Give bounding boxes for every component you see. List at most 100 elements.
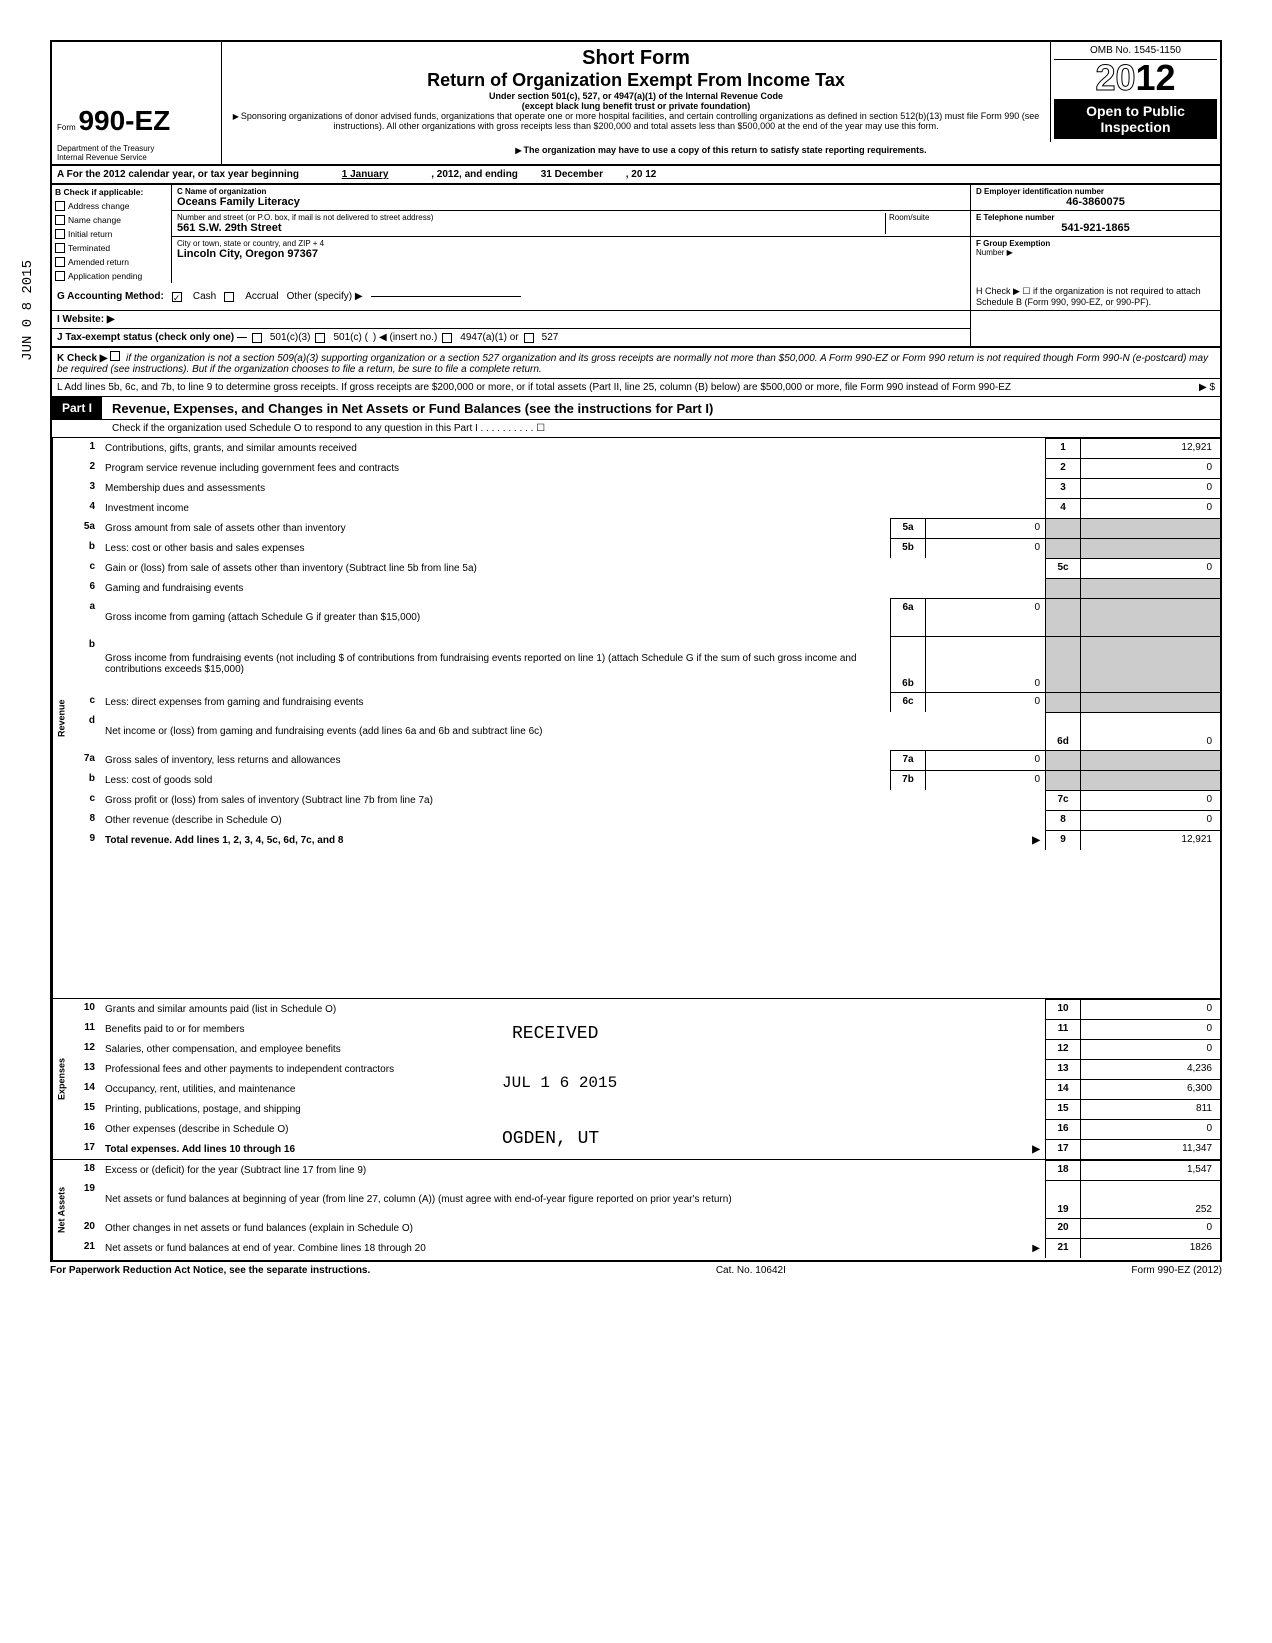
city-label: City or town, state or country, and ZIP … bbox=[177, 239, 965, 248]
year-box: OMB No. 1545-1150 2012 Open to Public In… bbox=[1050, 42, 1220, 142]
j-opt4: 527 bbox=[542, 332, 559, 343]
ln: 14 bbox=[70, 1079, 100, 1099]
cb-amended[interactable]: Amended return bbox=[52, 255, 171, 269]
sv: 0 bbox=[925, 518, 1045, 538]
cb-pending[interactable]: Application pending bbox=[52, 269, 171, 283]
ln: 1 bbox=[70, 438, 100, 458]
vert-revenue: Revenue bbox=[52, 438, 70, 998]
ln: 16 bbox=[70, 1119, 100, 1139]
sv: 0 bbox=[925, 538, 1045, 558]
cb-k[interactable] bbox=[110, 351, 120, 361]
lv-shade bbox=[1080, 538, 1220, 558]
section-c: C Name of organization Oceans Family Lit… bbox=[172, 185, 970, 283]
f-label: F Group Exemption bbox=[976, 239, 1215, 248]
ln: b bbox=[70, 538, 100, 558]
ln: a bbox=[70, 598, 100, 636]
cb-name[interactable]: Name change bbox=[52, 213, 171, 227]
footer: For Paperwork Reduction Act Notice, see … bbox=[50, 1262, 1222, 1279]
lv: 0 bbox=[1080, 712, 1220, 750]
lt: Salaries, other compensation, and employ… bbox=[100, 1039, 1045, 1059]
a-label: A For the 2012 calendar year, or tax yea… bbox=[57, 169, 299, 180]
form-header: Form 990-EZ Short Form Return of Organiz… bbox=[50, 40, 1222, 142]
sv: 0 bbox=[925, 598, 1045, 636]
copy-note: The organization may have to use a copy … bbox=[222, 142, 1220, 164]
lb-shade bbox=[1045, 770, 1080, 790]
lv: 252 bbox=[1080, 1180, 1220, 1218]
ln: 11 bbox=[70, 1019, 100, 1039]
lb: 17 bbox=[1045, 1139, 1080, 1159]
lb: 18 bbox=[1045, 1160, 1080, 1180]
lv: 11,347 bbox=[1080, 1139, 1220, 1159]
sv: 0 bbox=[925, 770, 1045, 790]
lv: 12,921 bbox=[1080, 438, 1220, 458]
lt: Gaming and fundraising events bbox=[100, 578, 1045, 598]
lv-shade bbox=[1080, 518, 1220, 538]
lt: Net assets or fund balances at beginning… bbox=[100, 1180, 1045, 1218]
ln: 21 bbox=[70, 1238, 100, 1258]
lv-shade bbox=[1080, 598, 1220, 636]
lv: 0 bbox=[1080, 1019, 1220, 1039]
lv: 0 bbox=[1080, 498, 1220, 518]
j-label: J Tax-exempt status (check only one) — bbox=[57, 332, 247, 343]
ln: 7a bbox=[70, 750, 100, 770]
f-number: Number ▶ bbox=[976, 248, 1215, 257]
k-text: if the organization is not a section 509… bbox=[57, 353, 1208, 375]
lv: 0 bbox=[1080, 1218, 1220, 1238]
l-text: L Add lines 5b, 6c, and 7b, to line 9 to… bbox=[57, 382, 1011, 393]
ein-value: 46-3860075 bbox=[976, 196, 1215, 208]
lt: Total expenses. Add lines 10 through 16▶ bbox=[100, 1139, 1045, 1159]
cb-501c[interactable] bbox=[315, 333, 325, 343]
sb: 7a bbox=[890, 750, 925, 770]
lb: 7c bbox=[1045, 790, 1080, 810]
lb: 8 bbox=[1045, 810, 1080, 830]
cb-cash[interactable] bbox=[172, 292, 182, 302]
year-prefix: 20 bbox=[1095, 57, 1135, 98]
footer-mid: Cat. No. 10642I bbox=[716, 1265, 786, 1276]
section-f: F Group Exemption Number ▶ bbox=[971, 237, 1220, 259]
lt: Less: cost or other basis and sales expe… bbox=[100, 538, 890, 558]
cb-initial[interactable]: Initial return bbox=[52, 227, 171, 241]
title-main: Short Form bbox=[232, 47, 1040, 70]
section-b: B Check if applicable: Address change Na… bbox=[52, 185, 172, 283]
sb: 6b bbox=[890, 636, 925, 692]
i-label: I Website: ▶ bbox=[57, 314, 115, 325]
ln: 6 bbox=[70, 578, 100, 598]
lb: 16 bbox=[1045, 1119, 1080, 1139]
lt: Membership dues and assessments bbox=[100, 478, 1045, 498]
ln: 9 bbox=[70, 830, 100, 850]
lt: Net income or (loss) from gaming and fun… bbox=[100, 712, 1045, 750]
lv: 1,547 bbox=[1080, 1160, 1220, 1180]
lt: Net assets or fund balances at end of ye… bbox=[100, 1238, 1045, 1258]
cb-terminated[interactable]: Terminated bbox=[52, 241, 171, 255]
ln: b bbox=[70, 636, 100, 692]
lb-shade bbox=[1045, 692, 1080, 712]
b-header: B Check if applicable: bbox=[52, 185, 171, 199]
ln: 2 bbox=[70, 458, 100, 478]
lv: 0 bbox=[1080, 790, 1220, 810]
title-under: Under section 501(c), 527, or 4947(a)(1)… bbox=[232, 91, 1040, 101]
lb: 2 bbox=[1045, 458, 1080, 478]
d-label: D Employer identification number bbox=[976, 187, 1215, 196]
lv: 0 bbox=[1080, 999, 1220, 1019]
lt: Professional fees and other payments to … bbox=[100, 1059, 1045, 1079]
cb-527[interactable] bbox=[524, 333, 534, 343]
cb-accrual[interactable] bbox=[224, 292, 234, 302]
cb-address[interactable]: Address change bbox=[52, 199, 171, 213]
form-number: 990-EZ bbox=[78, 105, 170, 136]
lv: 1826 bbox=[1080, 1238, 1220, 1258]
title-box: Short Form Return of Organization Exempt… bbox=[222, 42, 1050, 142]
title-except: (except black lung benefit trust or priv… bbox=[232, 101, 1040, 111]
lt: Other revenue (describe in Schedule O) bbox=[100, 810, 1045, 830]
part1-header: Part I Revenue, Expenses, and Changes in… bbox=[50, 397, 1222, 420]
lb: 12 bbox=[1045, 1039, 1080, 1059]
cb-501c3[interactable] bbox=[252, 333, 262, 343]
section-g: G Accounting Method: Cash Accrual Other … bbox=[52, 283, 970, 310]
section-k: K Check ▶ if the organization is not a s… bbox=[50, 346, 1222, 379]
vert-expenses: Expenses bbox=[52, 999, 70, 1159]
sb: 6c bbox=[890, 692, 925, 712]
cb-4947[interactable] bbox=[442, 333, 452, 343]
lt: Gross income from fundraising events (no… bbox=[100, 636, 890, 692]
room-label: Room/suite bbox=[889, 213, 965, 222]
j-opt2: 501(c) ( bbox=[333, 332, 367, 343]
cb-label: Application pending bbox=[68, 271, 142, 281]
